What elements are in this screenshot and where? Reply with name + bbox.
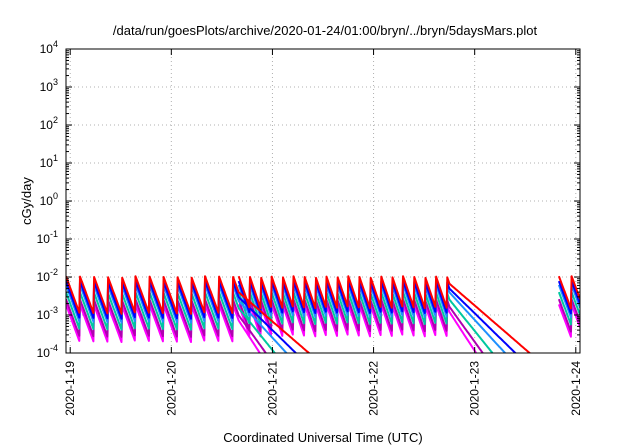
x-tick-label: 2020-1-19 xyxy=(63,361,77,416)
ticks xyxy=(66,48,580,354)
y-tick-label: 104 xyxy=(40,39,58,56)
series-line xyxy=(557,291,580,326)
series-line xyxy=(557,298,580,333)
y-tick-label: 10-2 xyxy=(37,267,58,284)
series-line xyxy=(557,303,580,338)
y-tick-label: 103 xyxy=(40,77,58,94)
series-line xyxy=(66,291,277,353)
x-tick-labels: 2020-1-19 2020-1-20 2020-1-21 2020-1-22 2020… xyxy=(63,361,583,416)
y-tick-label: 101 xyxy=(40,153,58,170)
y-tick-labels: 10-4 10-3 10-2 10-1 100 101 102 103 104 xyxy=(37,39,58,360)
y-tick-label: 100 xyxy=(40,191,58,208)
x-tick-label: 2020-1-20 xyxy=(164,361,178,416)
series-line xyxy=(237,283,507,353)
series-line xyxy=(557,280,580,315)
series-layer xyxy=(66,275,580,353)
x-tick-label: 2020-1-23 xyxy=(468,361,482,416)
series-line xyxy=(237,275,532,353)
x-tick-label: 2020-1-21 xyxy=(265,361,279,416)
series-line xyxy=(66,298,268,353)
series-line xyxy=(237,298,484,353)
x-tick-label: 2020-1-24 xyxy=(569,361,583,416)
series-line xyxy=(557,275,580,310)
series-line xyxy=(557,283,580,319)
chart-title: /data/run/goesPlots/archive/2020-01-24/0… xyxy=(113,23,538,38)
series-line xyxy=(66,275,311,353)
x-tick-label: 2020-1-22 xyxy=(367,361,381,416)
y-tick-label: 10-4 xyxy=(37,343,58,360)
series-line xyxy=(237,280,517,353)
series-line xyxy=(66,280,298,353)
y-tick-label: 10-1 xyxy=(37,229,58,246)
y-tick-label: 10-3 xyxy=(37,305,58,322)
y-axis-label: cGy/day xyxy=(19,177,34,225)
x-axis-label: Coordinated Universal Time (UTC) xyxy=(223,430,422,445)
y-tick-label: 102 xyxy=(40,115,58,132)
